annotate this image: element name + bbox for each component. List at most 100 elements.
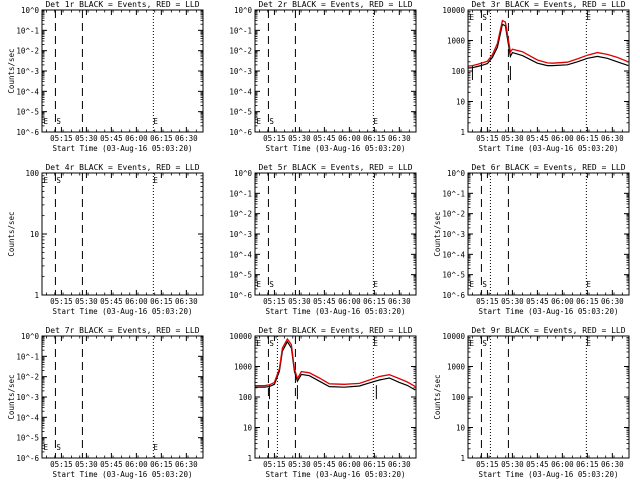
annotation-label: S (56, 117, 61, 126)
y-tick-label: 10^-2 (229, 210, 252, 219)
annotation-label: E (373, 280, 378, 289)
y-tick-label: 10^-4 (16, 413, 39, 422)
y-tick-label: 10^-2 (16, 47, 39, 56)
y-tick-label: 10^-5 (16, 434, 39, 443)
plot-frame (254, 9, 417, 133)
y-tick-label: 10^-5 (229, 271, 252, 280)
annotation-label: S (482, 339, 487, 348)
annotation-label: E (153, 443, 158, 452)
y-tick-label: 10^-6 (16, 454, 39, 463)
annotation-label: E (256, 339, 261, 348)
plot-frame (467, 335, 630, 459)
y-tick-label: 10^-1 (229, 189, 252, 198)
annotation-label: S (269, 280, 274, 289)
chart-title: Det 2r BLACK = Events, RED = LLD (258, 0, 412, 9)
x-tick-label: 06:00 (551, 460, 574, 469)
x-tick-label: 05:30 (75, 460, 98, 469)
chart-title: Det 8r BLACK = Events, RED = LLD (258, 326, 412, 335)
x-tick-label: 05:45 (100, 134, 123, 143)
x-tick-label: 06:00 (338, 460, 361, 469)
y-tick-label: 10^-4 (16, 87, 39, 96)
detector-panel-5: Det 5r BLACK = Events, RED = LLD Start Ti… (229, 163, 417, 316)
y-tick-label: 10^-1 (16, 26, 39, 35)
chart-title: Det 3r BLACK = Events, RED = LLD (471, 0, 625, 9)
x-tick-label: 05:45 (313, 134, 336, 143)
y-tick-label: 10^0 (234, 6, 253, 15)
x-tick-label: 05:30 (75, 297, 98, 306)
x-tick-label: 06:15 (150, 460, 173, 469)
x-axis-label: Start Time (03-Aug-16 05:03:20) (53, 307, 193, 316)
annotation-label: E (153, 117, 158, 126)
x-tick-label: 05:30 (501, 134, 524, 143)
chart-title: Det 9r BLACK = Events, RED = LLD (471, 326, 625, 335)
y-tick-label: 10^0 (234, 169, 253, 178)
y-tick-label: 10 (30, 230, 40, 239)
annotation-label: E (43, 117, 48, 126)
x-tick-label: 06:00 (125, 460, 148, 469)
y-tick-label: 10^-1 (442, 189, 465, 198)
x-tick-label: 05:15 (263, 297, 286, 306)
y-tick-label: 10^0 (447, 169, 466, 178)
y-tick-label: 10^-4 (442, 250, 465, 259)
events-series-line (255, 340, 416, 391)
x-tick-label: 06:15 (363, 460, 386, 469)
y-tick-label: 1000 (234, 363, 253, 372)
x-tick-label: 06:30 (388, 134, 411, 143)
chart-title: Det 6r BLACK = Events, RED = LLD (471, 163, 625, 172)
x-tick-label: 05:30 (501, 297, 524, 306)
y-axis-label: Counts/sec (7, 374, 16, 419)
chart-title: Det 4r BLACK = Events, RED = LLD (45, 163, 199, 172)
detector-panel-6: Det 6r BLACK = Events, RED = LLD Counts/s… (433, 163, 630, 316)
plot-frame (41, 172, 204, 296)
detector-panel-1: Det 1r BLACK = Events, RED = LLD Counts/s… (7, 0, 204, 153)
y-axis-label: Counts/sec (7, 211, 16, 256)
y-tick-label: 10^-3 (442, 230, 465, 239)
x-tick-label: 06:30 (388, 460, 411, 469)
annotation-label: E (469, 13, 474, 22)
detector-panel-9: Det 9r BLACK = Events, RED = LLD Counts/s… (433, 326, 630, 479)
y-tick-label: 10^-3 (229, 230, 252, 239)
y-tick-label: 10^-5 (16, 108, 39, 117)
x-tick-label: 05:45 (526, 460, 549, 469)
y-axis-label: Counts/sec (433, 211, 442, 256)
y-tick-label: 10^-6 (16, 128, 39, 137)
annotation-label: E (373, 339, 378, 348)
y-tick-label: 10000 (442, 6, 465, 15)
plot-frame (467, 172, 630, 296)
y-axis-label: Counts/sec (433, 374, 442, 419)
annotation-label: E (586, 339, 591, 348)
x-tick-label: 06:00 (125, 297, 148, 306)
annotation-label: S (56, 443, 61, 452)
x-tick-label: 06:00 (338, 134, 361, 143)
plot-frame (254, 335, 417, 459)
events-series-line (468, 23, 629, 69)
detector-panel-4: Det 4r BLACK = Events, RED = LLD Counts/s… (7, 163, 204, 316)
y-tick-label: 1 (247, 454, 252, 463)
x-tick-label: 06:15 (363, 134, 386, 143)
x-tick-label: 06:15 (576, 460, 599, 469)
x-axis-label: Start Time (03-Aug-16 05:03:20) (479, 470, 619, 479)
x-tick-label: 05:45 (100, 297, 123, 306)
y-tick-label: 10^0 (21, 332, 40, 341)
x-tick-label: 06:30 (388, 297, 411, 306)
x-tick-label: 05:15 (476, 297, 499, 306)
x-tick-label: 05:45 (313, 460, 336, 469)
annotation-label: S (56, 176, 61, 185)
plot-frame (41, 335, 204, 459)
y-tick-label: 10^-3 (16, 67, 39, 76)
x-tick-label: 06:30 (601, 297, 624, 306)
y-tick-label: 10 (243, 424, 253, 433)
chart-title: Det 1r BLACK = Events, RED = LLD (45, 0, 199, 9)
y-tick-label: 100 (451, 393, 465, 402)
annotation-label: S (269, 117, 274, 126)
x-tick-label: 05:45 (313, 297, 336, 306)
y-tick-label: 10^-1 (229, 26, 252, 35)
lld-series-line (255, 337, 416, 388)
y-tick-label: 10^-5 (229, 108, 252, 117)
x-tick-label: 06:30 (601, 460, 624, 469)
y-tick-label: 10^-3 (16, 393, 39, 402)
y-tick-label: 10^-6 (442, 291, 465, 300)
x-tick-label: 05:45 (526, 297, 549, 306)
chart-title: Det 7r BLACK = Events, RED = LLD (45, 326, 199, 335)
